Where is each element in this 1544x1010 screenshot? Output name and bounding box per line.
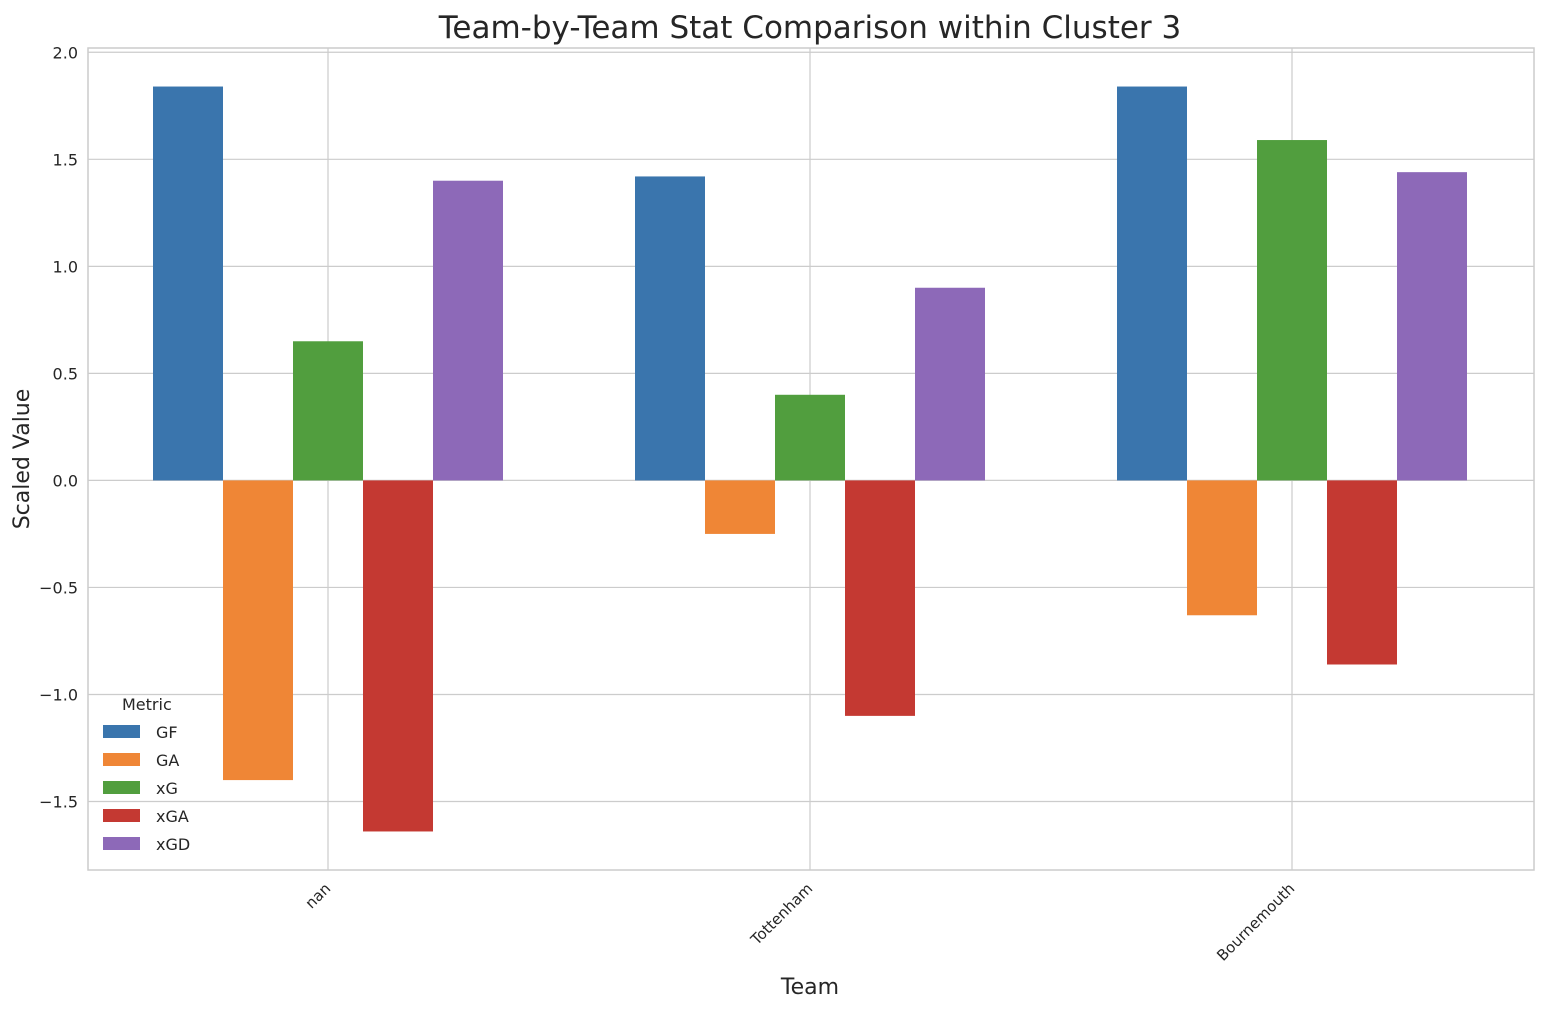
legend-title: Metric xyxy=(122,695,172,714)
bar-xg-bournemouth xyxy=(1257,140,1327,481)
bar-xg-nan xyxy=(293,341,363,481)
bar-ga-nan xyxy=(223,480,293,781)
y-tick-label: −0.5 xyxy=(39,578,78,597)
bar-xga-nan xyxy=(363,480,433,832)
bar-ga-bournemouth xyxy=(1187,480,1257,616)
bar-ga-tottenham xyxy=(705,480,775,534)
legend-label-gf: GF xyxy=(156,723,178,742)
y-tick-labels: 2.0 1.5 1.0 0.5 0.0 −0.5 −1.0 −1.5 xyxy=(39,43,78,811)
legend-label-ga: GA xyxy=(156,751,179,770)
bar-gf-nan xyxy=(153,86,223,481)
x-tick-label: Tottenham xyxy=(747,880,817,950)
bar-xgd-tottenham xyxy=(915,287,985,481)
legend-label-xg: xG xyxy=(156,779,178,798)
legend-swatch-xgd xyxy=(103,837,140,850)
x-tick-label: Bournemouth xyxy=(1213,880,1298,965)
x-tick-labels: nan Tottenham Bournemouth xyxy=(302,880,1299,965)
y-axis-label: Scaled Value xyxy=(10,389,35,530)
legend-swatch-ga xyxy=(103,753,140,766)
bar-xgd-bournemouth xyxy=(1397,172,1467,481)
legend: Metric GF GA xG xGA xGD xyxy=(103,695,190,854)
bar-xg-tottenham xyxy=(775,394,845,481)
x-tick-label: nan xyxy=(302,880,335,913)
legend-swatch-xg xyxy=(103,781,140,794)
legend-swatch-xga xyxy=(103,809,140,822)
y-tick-label: 1.5 xyxy=(53,150,78,169)
legend-swatch-gf xyxy=(103,725,140,738)
bars xyxy=(153,86,1467,832)
legend-label-xga: xGA xyxy=(156,807,189,826)
y-tick-label: 0.5 xyxy=(53,364,78,383)
y-tick-label: −1.0 xyxy=(39,685,78,704)
chart-title: Team-by-Team Stat Comparison within Clus… xyxy=(438,10,1182,46)
legend-label-xgd: xGD xyxy=(156,835,190,854)
y-tick-label: −1.5 xyxy=(39,793,78,812)
y-tick-label: 1.0 xyxy=(53,257,78,276)
y-tick-label: 2.0 xyxy=(53,43,78,62)
bar-xga-tottenham xyxy=(845,480,915,716)
bar-gf-tottenham xyxy=(635,176,705,481)
bar-xga-bournemouth xyxy=(1327,480,1397,665)
x-axis-label: Team xyxy=(780,975,839,1000)
bar-xgd-nan xyxy=(433,180,503,481)
bar-gf-bournemouth xyxy=(1117,86,1187,481)
y-tick-label: 0.0 xyxy=(53,471,78,490)
plot-frame xyxy=(87,47,1535,871)
